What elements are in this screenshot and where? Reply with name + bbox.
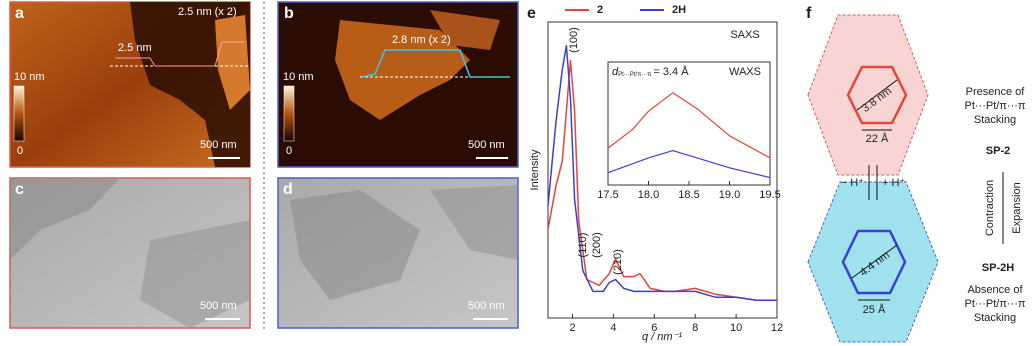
symbol: d [612,66,619,78]
peak-label: (110) [577,233,589,258]
scale-bar-label: 500 nm [200,300,237,312]
color-bar [13,85,25,142]
scale-bar-label: 500 nm [200,139,237,151]
panel-a: a 10 nm 0 500 nm 2.5 nm 2.5 nm (x 2) [9,1,251,168]
x-tick-label: 2 [569,322,575,334]
description: Pt···Pt/π···π [965,100,1026,112]
description: Absence of [967,284,1023,296]
dimension-arrow [856,79,898,111]
panel-letter: a [15,5,24,22]
series-line [607,92,771,159]
x-tick-label: 18.5 [678,189,699,201]
panel-b: b 10 nm 0 500 nm 2.8 nm (x 2) [277,1,519,168]
peak-label: (210) [612,249,624,275]
protonation-label: + H⁺ [882,177,905,189]
x-tick-label: 19.5 [759,189,780,201]
panel-f: f 3.8 nm 22 Å 4.4 nm 25 Å − H⁺ + H⁺ Pres… [806,5,1026,343]
sheet [430,10,500,50]
sheet [215,15,250,110]
profile [115,41,245,67]
x-tick-label: 6 [651,322,657,334]
x-tick-label: 4 [610,322,616,334]
sheet [335,20,470,120]
height-label: 2.5 nm [118,42,152,54]
panel-letter: e [527,5,536,22]
series-line [547,59,777,301]
panel-d: d 500 nm [277,177,519,329]
description: Stacking [974,312,1016,324]
state-name: SP-2 [986,145,1010,157]
series-line [607,150,771,179]
color-bar [283,85,295,142]
contraction-label: Contraction [984,180,996,236]
hexagon-core [841,229,907,295]
peak-label: (100) [568,27,580,53]
scale-min: 0 [17,145,23,157]
x-axis-label: q / nm⁻¹ [642,331,682,343]
expansion-label: Expansion [1011,182,1023,233]
legend-label: 2 [597,4,603,16]
plot-frame [547,21,778,319]
scale-max: 10 nm [14,71,45,83]
width-label: 25 Å [863,303,886,316]
x-tick-label: 8 [692,322,698,334]
height-label: 2.8 nm (x 2) [392,34,451,46]
description: Pt···Pt/π···π [965,298,1026,310]
panel-letter: b [284,5,294,22]
peak-label: (200) [591,232,603,258]
scale-min: 0 [286,145,292,157]
width-label: 22 Å [866,132,889,145]
sheet [140,220,250,328]
sheet [290,190,420,300]
x-tick-label: 18.0 [638,189,659,201]
sheet [430,185,518,260]
inset-frame [607,61,771,186]
panel-letter: d [283,181,293,198]
y-axis-label: Intensity [529,149,541,190]
value: = 3.4 Å [653,65,689,78]
hexagon-core [846,65,908,125]
series-line [547,44,777,301]
scale-bar-label: 500 nm [468,139,505,151]
profile [361,49,510,78]
panel-c: c 500 nm [9,177,251,329]
description: Presence of [966,86,1026,98]
chart-title: SAXS [730,29,759,41]
x-tick-label: 10 [730,322,742,334]
panel-letter: c [15,181,24,198]
deprotonation-label: − H⁺ [841,177,864,189]
inset-title: WAXS [729,66,761,78]
description: Stacking [974,114,1016,126]
panel-letter: f [806,5,812,22]
scale-max: 10 nm [283,71,314,83]
x-tick-label: 12 [771,322,783,334]
x-tick-label: 17.5 [597,189,618,201]
legend-label: 2H [672,4,686,16]
x-tick-label: 19.0 [719,189,740,201]
scale-bar-label: 500 nm [468,300,505,312]
height-label: 2.5 nm (x 2) [178,6,237,18]
dimension-arrow [851,244,898,279]
state-name: SP-2H [982,262,1014,274]
sheet [10,178,120,260]
inset-annotation: dPt···Pt/π···π = 3.4 Å [612,65,689,78]
subscript: Pt···Pt/π···π [618,72,651,78]
hexagon-frame [807,14,929,176]
